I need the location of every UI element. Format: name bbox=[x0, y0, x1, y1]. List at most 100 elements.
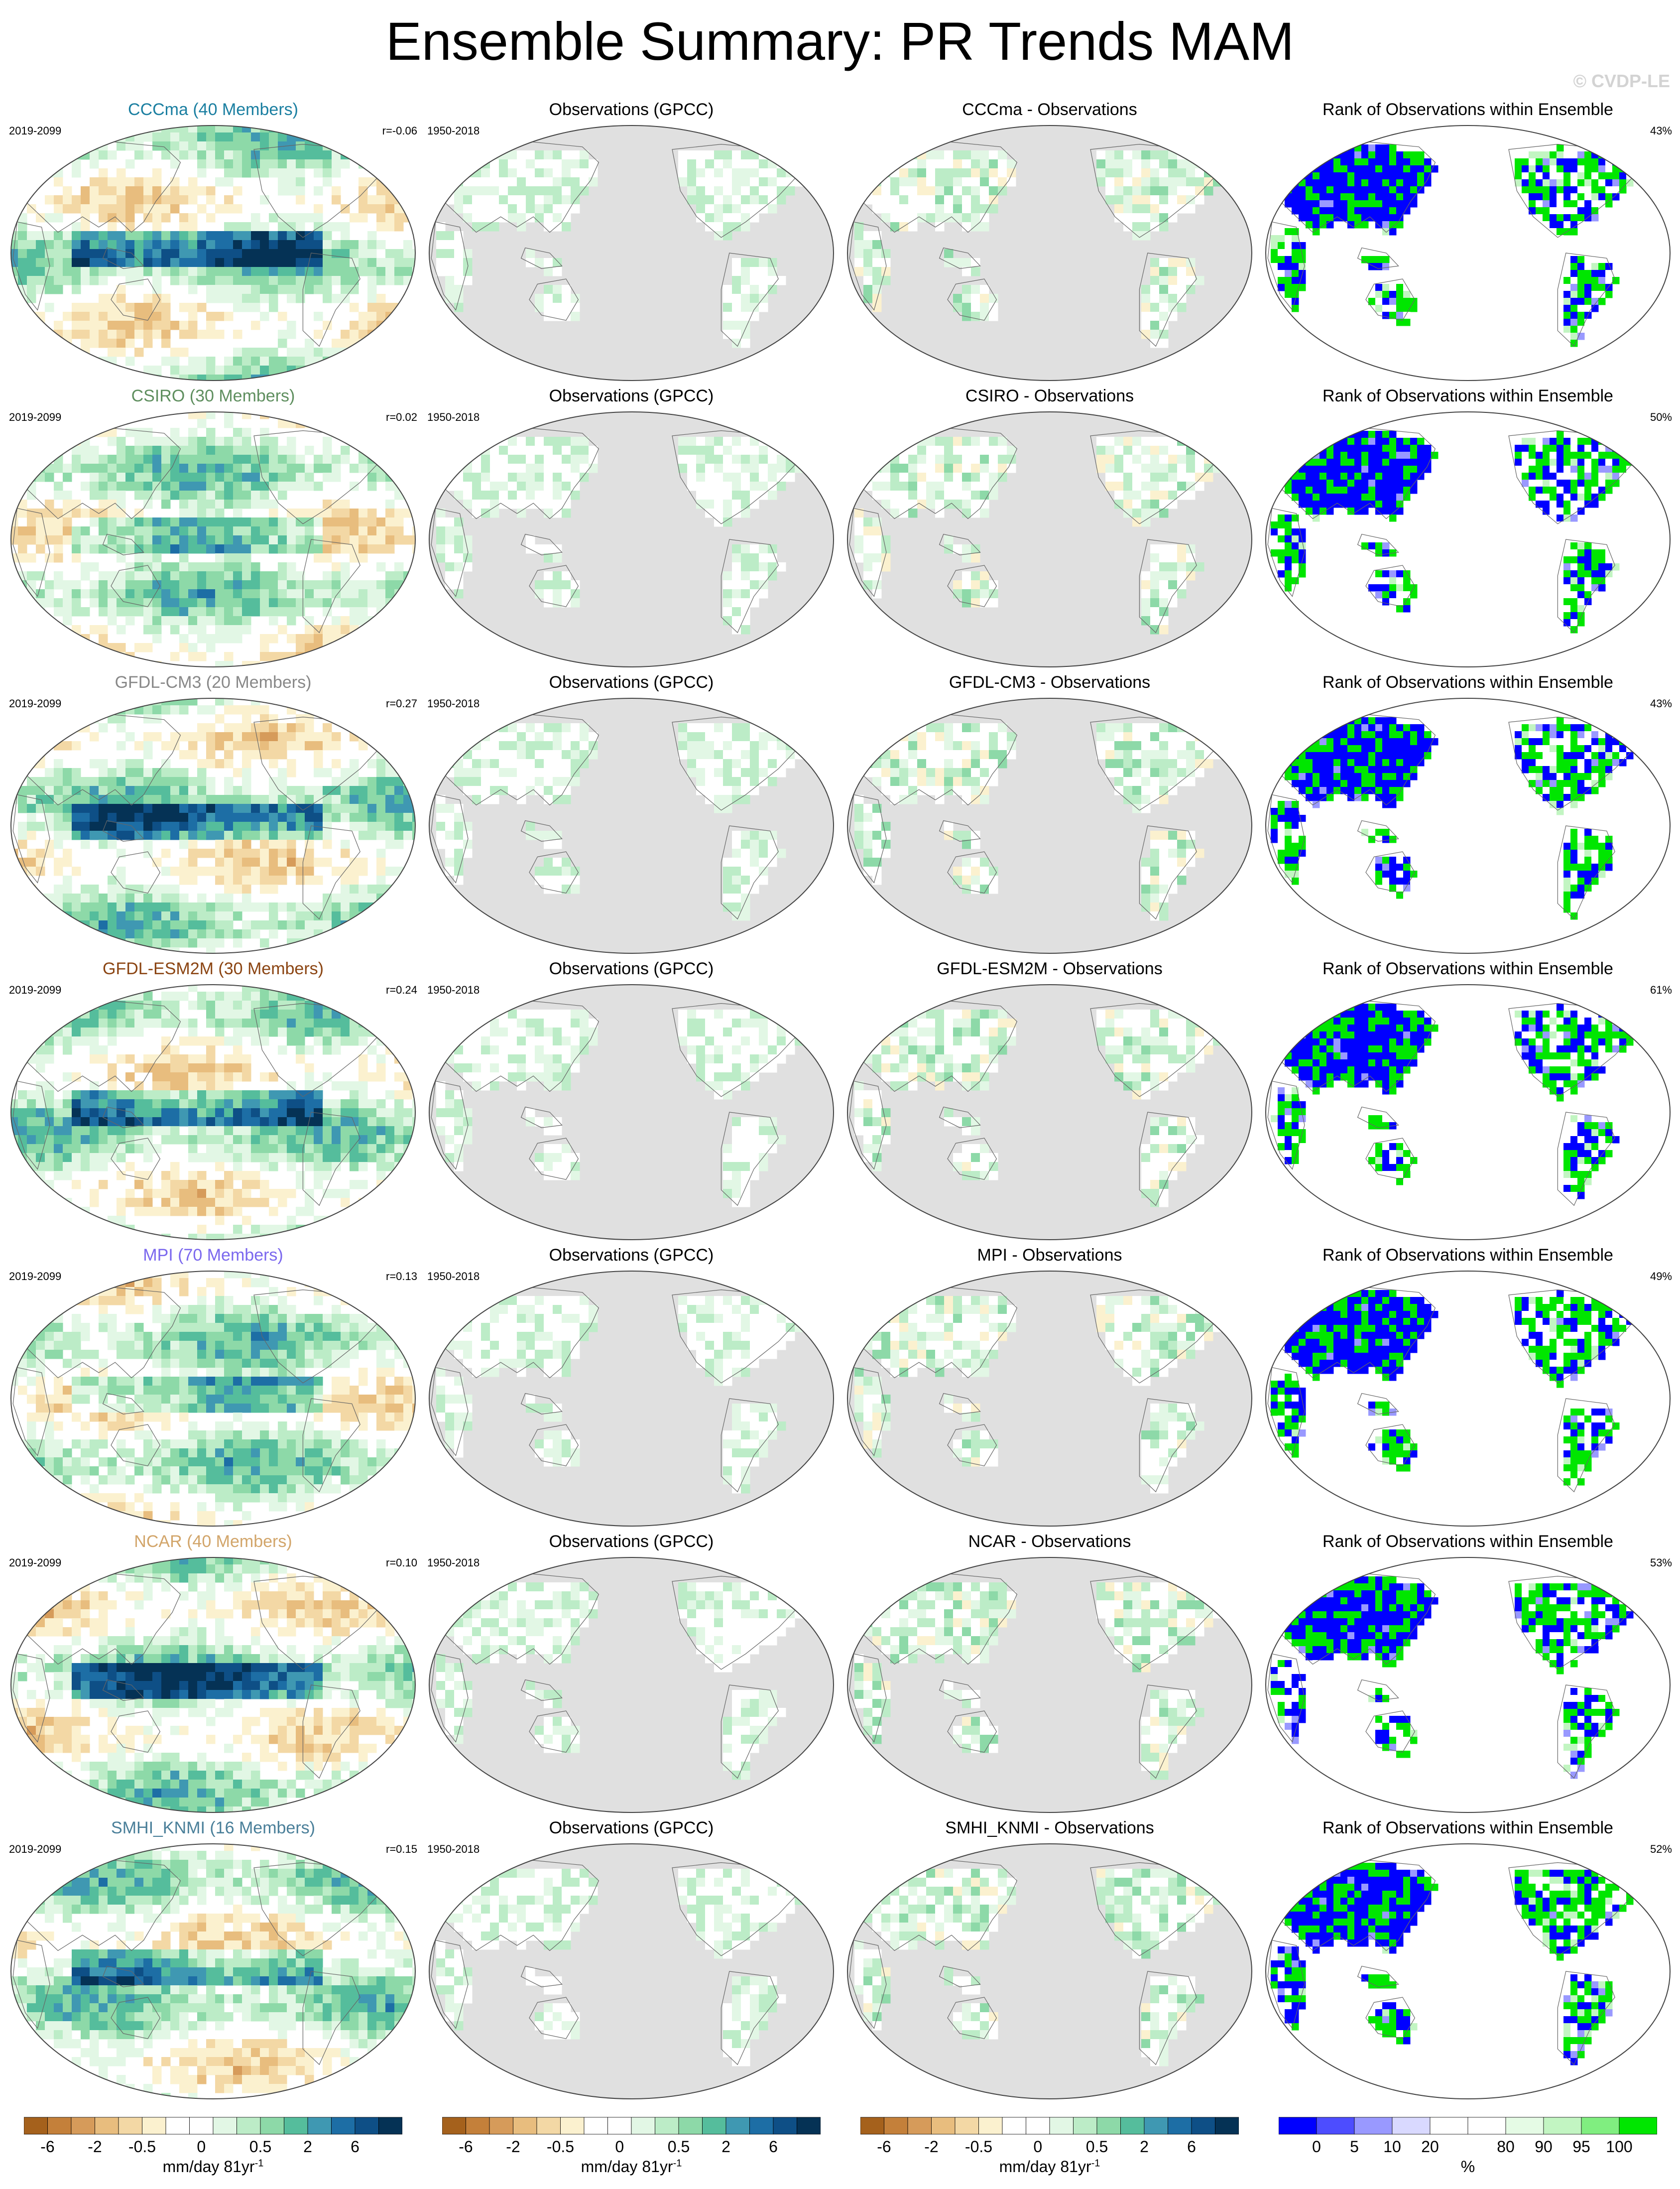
colorbar-tick-label: 0.5 bbox=[249, 2138, 272, 2156]
trend-colorbar: -6 -2 -0.5 0 0.5 2 6 mm/day 81yr-1 bbox=[860, 2117, 1239, 2177]
observations-panel: Observations (GPCC) 1950-2018 bbox=[427, 959, 836, 1245]
global-map bbox=[10, 698, 416, 954]
colorbar-swatch bbox=[24, 2117, 48, 2135]
global-map bbox=[847, 411, 1252, 667]
global-map bbox=[1265, 984, 1671, 1240]
colorbar-swatch bbox=[142, 2117, 166, 2135]
trend-colorbar: -6 -2 -0.5 0 0.5 2 6 mm/day 81yr-1 bbox=[24, 2117, 402, 2177]
colorbar-swatch bbox=[378, 2117, 402, 2135]
period-label: 1950-2018 bbox=[427, 1556, 480, 1569]
rank-percent: 43% bbox=[1650, 125, 1672, 137]
panel-title: Rank of Observations within Ensemble bbox=[1322, 1246, 1613, 1265]
colorbar-units: % bbox=[1460, 2158, 1475, 2176]
model-panel: NCAR (40 Members) 2019-2099 r=0.10 bbox=[9, 1532, 417, 1818]
colorbar-swatch bbox=[1002, 2117, 1026, 2135]
global-map bbox=[10, 1557, 416, 1813]
colorbar-units-exponent: -1 bbox=[254, 2158, 264, 2169]
global-map bbox=[1265, 1271, 1671, 1527]
model-panel: SMHI_KNMI (16 Members) 2019-2099 r=0.15 bbox=[9, 1818, 417, 2104]
colorbar-label: mm/day 81yr-1 bbox=[24, 2158, 402, 2176]
colorbar-tick-label: -0.5 bbox=[128, 2138, 156, 2156]
global-map bbox=[10, 984, 416, 1240]
colorbar-swatch bbox=[749, 2117, 774, 2135]
colorbar-swatch bbox=[1191, 2117, 1215, 2135]
colorbar-swatch bbox=[955, 2117, 979, 2135]
period-label: 1950-2018 bbox=[427, 125, 480, 137]
colorbar-swatch bbox=[1168, 2117, 1192, 2135]
global-map bbox=[847, 125, 1252, 381]
colorbar-tick-label: 100 bbox=[1606, 2138, 1633, 2156]
rank-percent: 53% bbox=[1650, 1556, 1672, 1569]
colorbar-tick-label: 20 bbox=[1421, 2138, 1439, 2156]
panel-title: CCCma (40 Members) bbox=[128, 100, 298, 119]
model-panel: MPI (70 Members) 2019-2099 r=0.13 bbox=[9, 1245, 417, 1532]
colorbar-swatch bbox=[1073, 2117, 1097, 2135]
colorbar-swatch bbox=[931, 2117, 956, 2135]
observations-panel: Observations (GPCC) 1950-2018 bbox=[427, 1532, 836, 1818]
colorbar-swatch bbox=[237, 2117, 261, 2135]
colorbar-tick-label: -6 bbox=[40, 2138, 55, 2156]
trend-colorbar: -6 -2 -0.5 0 0.5 2 6 mm/day 81yr-1 bbox=[442, 2117, 821, 2177]
colorbar-swatch bbox=[1392, 2117, 1431, 2135]
period-label: 1950-2018 bbox=[427, 1843, 480, 1855]
rank-percent: 43% bbox=[1650, 697, 1672, 710]
global-map bbox=[1265, 411, 1671, 667]
colorbar-swatch bbox=[1026, 2117, 1050, 2135]
model-panel: CCCma (40 Members) 2019-2099 r=-0.06 bbox=[9, 100, 417, 386]
colorbar-swatch bbox=[584, 2117, 608, 2135]
pattern-correlation: r=0.24 bbox=[386, 984, 417, 996]
colorbar-swatch bbox=[725, 2117, 750, 2135]
difference-panel: MPI - Observations bbox=[845, 1245, 1254, 1532]
colorbar-swatch bbox=[1619, 2117, 1657, 2135]
colorbar-label: % bbox=[1279, 2158, 1657, 2176]
period-label: 1950-2018 bbox=[427, 984, 480, 996]
colorbar-swatch bbox=[213, 2117, 237, 2135]
colorbar-units: mm/day 81yr bbox=[999, 2158, 1091, 2176]
colorbar-swatch bbox=[1096, 2117, 1121, 2135]
colorbar-tick-label: 0 bbox=[615, 2138, 624, 2156]
pattern-correlation: r=0.15 bbox=[386, 1843, 417, 1855]
colorbar-swatch bbox=[165, 2117, 190, 2135]
model-panel: GFDL-ESM2M (30 Members) 2019-2099 r=0.24 bbox=[9, 959, 417, 1245]
colorbar-swatch bbox=[189, 2117, 214, 2135]
model-panel: GFDL-CM3 (20 Members) 2019-2099 r=0.27 bbox=[9, 672, 417, 959]
colorbar-tick-label: 2 bbox=[721, 2138, 730, 2156]
panel-title: MPI (70 Members) bbox=[143, 1246, 283, 1265]
figure-title: Ensemble Summary: PR Trends MAM bbox=[385, 11, 1295, 71]
period-label: 2019-2099 bbox=[9, 1843, 62, 1855]
rank-panel: Rank of Observations within Ensemble 43% bbox=[1264, 100, 1672, 386]
colorbar-units-exponent: -1 bbox=[1091, 2158, 1100, 2169]
panel-title: NCAR - Observations bbox=[968, 1532, 1131, 1551]
global-map bbox=[1265, 1557, 1671, 1813]
colorbar-tick-label: 6 bbox=[351, 2138, 360, 2156]
colorbar-swatch bbox=[466, 2117, 490, 2135]
global-map bbox=[429, 1843, 834, 2099]
colorbar-swatch bbox=[1279, 2117, 1317, 2135]
panel-title: SMHI_KNMI (16 Members) bbox=[111, 1818, 315, 1837]
colorbar-tick-label: 80 bbox=[1497, 2138, 1515, 2156]
panel-title: GFDL-CM3 - Observations bbox=[949, 673, 1151, 692]
global-map bbox=[429, 411, 834, 667]
difference-panel: GFDL-ESM2M - Observations bbox=[845, 959, 1254, 1245]
panel-title: Observations (GPCC) bbox=[549, 1532, 714, 1551]
colorbar-swatch bbox=[1120, 2117, 1145, 2135]
colorbar-swatch bbox=[1316, 2117, 1355, 2135]
colorbar-swatch bbox=[284, 2117, 308, 2135]
panel-title: Observations (GPCC) bbox=[549, 1818, 714, 1837]
colorbar-swatch bbox=[797, 2117, 821, 2135]
rank-panel: Rank of Observations within Ensemble 50% bbox=[1264, 386, 1672, 672]
global-map bbox=[847, 698, 1252, 954]
colorbar-label: mm/day 81yr-1 bbox=[442, 2158, 821, 2176]
colorbar-swatch bbox=[118, 2117, 142, 2135]
observations-panel: Observations (GPCC) 1950-2018 bbox=[427, 100, 836, 386]
colorbar-tick-label: 2 bbox=[1140, 2138, 1149, 2156]
global-map bbox=[429, 1271, 834, 1527]
colorbar-tick-label: -6 bbox=[877, 2138, 891, 2156]
period-label: 2019-2099 bbox=[9, 984, 62, 996]
panel-title: Rank of Observations within Ensemble bbox=[1322, 100, 1613, 119]
global-map bbox=[10, 1843, 416, 2099]
global-map bbox=[429, 1557, 834, 1813]
colorbar-swatch bbox=[1467, 2117, 1506, 2135]
rank-percent: 52% bbox=[1650, 1843, 1672, 1855]
panel-title: CSIRO (30 Members) bbox=[131, 386, 295, 405]
